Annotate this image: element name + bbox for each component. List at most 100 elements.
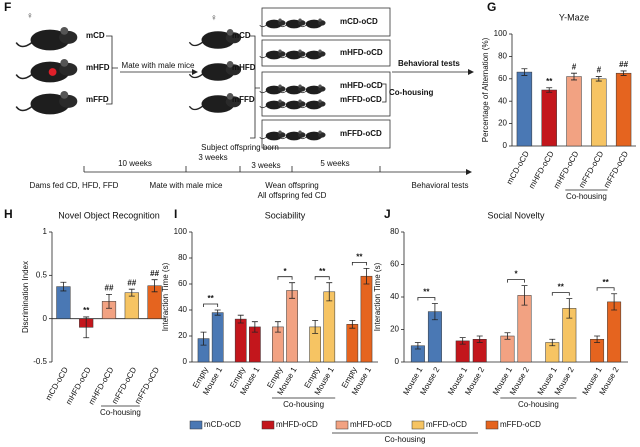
bar: [286, 290, 298, 363]
legend-swatch: [261, 420, 275, 430]
mouse-body: [285, 85, 303, 95]
mouse-icon: [259, 84, 286, 95]
mouse-ear: [298, 84, 302, 88]
panel-letter: G: [487, 0, 496, 14]
annotation: *: [514, 270, 518, 279]
significance-bracket: [277, 276, 293, 280]
mouse-tail: [15, 73, 33, 80]
mouse-ear: [278, 84, 282, 88]
y-axis-label: Interaction Time (s): [161, 262, 170, 331]
label: Behavioral tests: [412, 181, 469, 190]
error-bar: [431, 303, 438, 321]
mouse-ear: [318, 130, 322, 134]
mouse-body: [305, 19, 323, 29]
mouse-ear: [318, 18, 322, 22]
group-label: Co-housing: [100, 408, 141, 417]
annotation: **: [83, 306, 90, 315]
mouse-icon: [279, 99, 306, 110]
mouse-icon: [15, 59, 78, 83]
group-label: mCD-oCD: [340, 17, 378, 26]
mouse-body: [305, 50, 323, 60]
group-label: mFFD-oCD: [340, 95, 382, 104]
mouse-ear: [278, 99, 282, 103]
annotation: ##: [150, 269, 159, 278]
bar: [607, 301, 622, 363]
offspring-label: mHFD: [232, 63, 256, 72]
mouse-mark: [48, 68, 57, 76]
group-label: mFFD-oCD: [340, 129, 382, 138]
bar: [516, 71, 533, 147]
error-bar: [594, 335, 601, 343]
mouse-ear: [318, 99, 322, 103]
legend-swatch: [411, 420, 425, 430]
mouse-ear: [298, 99, 302, 103]
error-bar: [151, 279, 158, 293]
significance-bracket: [596, 287, 615, 291]
mouse-icon: [279, 18, 306, 29]
offspring-label: mCD: [232, 31, 251, 40]
y-tick-label: 0: [183, 357, 188, 366]
annotation: ##: [105, 284, 114, 293]
bar: [541, 89, 557, 147]
annotation: **: [602, 278, 609, 287]
mouse-tail: [279, 24, 287, 28]
mouse-icon: [279, 49, 306, 60]
mouse-icon: [259, 18, 286, 29]
mouse-tail: [15, 41, 33, 48]
mouse-tail: [299, 90, 307, 94]
y-tick-label: 20: [390, 325, 399, 334]
mouse-icon: [299, 130, 326, 141]
group-label: Co-housing: [566, 192, 607, 201]
y-tick-label: 20: [178, 331, 187, 340]
y-tick-label: 80: [498, 52, 507, 61]
legend-label: mHFD-oCD: [350, 420, 392, 429]
y-tick-label: 100: [174, 227, 188, 236]
y-axis-label: Discrimination Index: [21, 261, 30, 333]
mouse-icon: [188, 93, 242, 113]
mouse-tail: [279, 136, 287, 140]
label: ♀: [27, 10, 34, 20]
label: F: [4, 0, 11, 14]
x-tick-label: mHFD-oCD: [552, 149, 581, 190]
mouse-tail: [259, 55, 267, 59]
y-tick-label: 80: [178, 253, 187, 262]
error-bar: [251, 321, 258, 333]
mouse-body: [305, 100, 323, 110]
chart-title: Sociability: [265, 210, 306, 220]
error-bar: [274, 321, 281, 333]
legend-label: mCD-oCD: [204, 420, 241, 429]
y-axis-label: Interaction Time (s): [373, 262, 382, 331]
bar: [566, 76, 582, 147]
mouse-tail: [188, 73, 203, 79]
mouse-tail: [188, 41, 203, 47]
legend-label: mFFD-oCD: [426, 420, 467, 429]
annotation: **: [207, 294, 214, 303]
chart-title: Novel Object Recognition: [58, 210, 160, 220]
mouse-body: [201, 95, 235, 113]
mouse-tail: [299, 55, 307, 59]
mouse-ear: [298, 49, 302, 53]
error-bar: [214, 309, 221, 316]
y-tick-label: 20: [498, 119, 507, 128]
mouse-icon: [299, 18, 326, 29]
error-bar: [546, 87, 553, 93]
y-tick-label: 0: [43, 314, 48, 323]
legend-swatch: [189, 420, 203, 430]
label: 3 weeks: [198, 153, 227, 162]
bar: [211, 312, 224, 363]
significance-bracket: [314, 276, 330, 280]
y-tick-label: -0.5: [33, 357, 47, 366]
mouse-body: [30, 93, 70, 115]
mouse-ear: [298, 18, 302, 22]
offspring-label: mFFD: [232, 95, 255, 104]
error-bar: [326, 282, 333, 302]
bracket: [382, 83, 387, 103]
mouse-body: [305, 85, 323, 95]
mouse-tail: [299, 105, 307, 109]
mouse-tail: [259, 105, 267, 109]
y-tick-label: 0: [503, 141, 508, 150]
mouse-ear: [60, 59, 69, 67]
error-bar: [106, 294, 112, 309]
arrow-head: [466, 169, 472, 175]
